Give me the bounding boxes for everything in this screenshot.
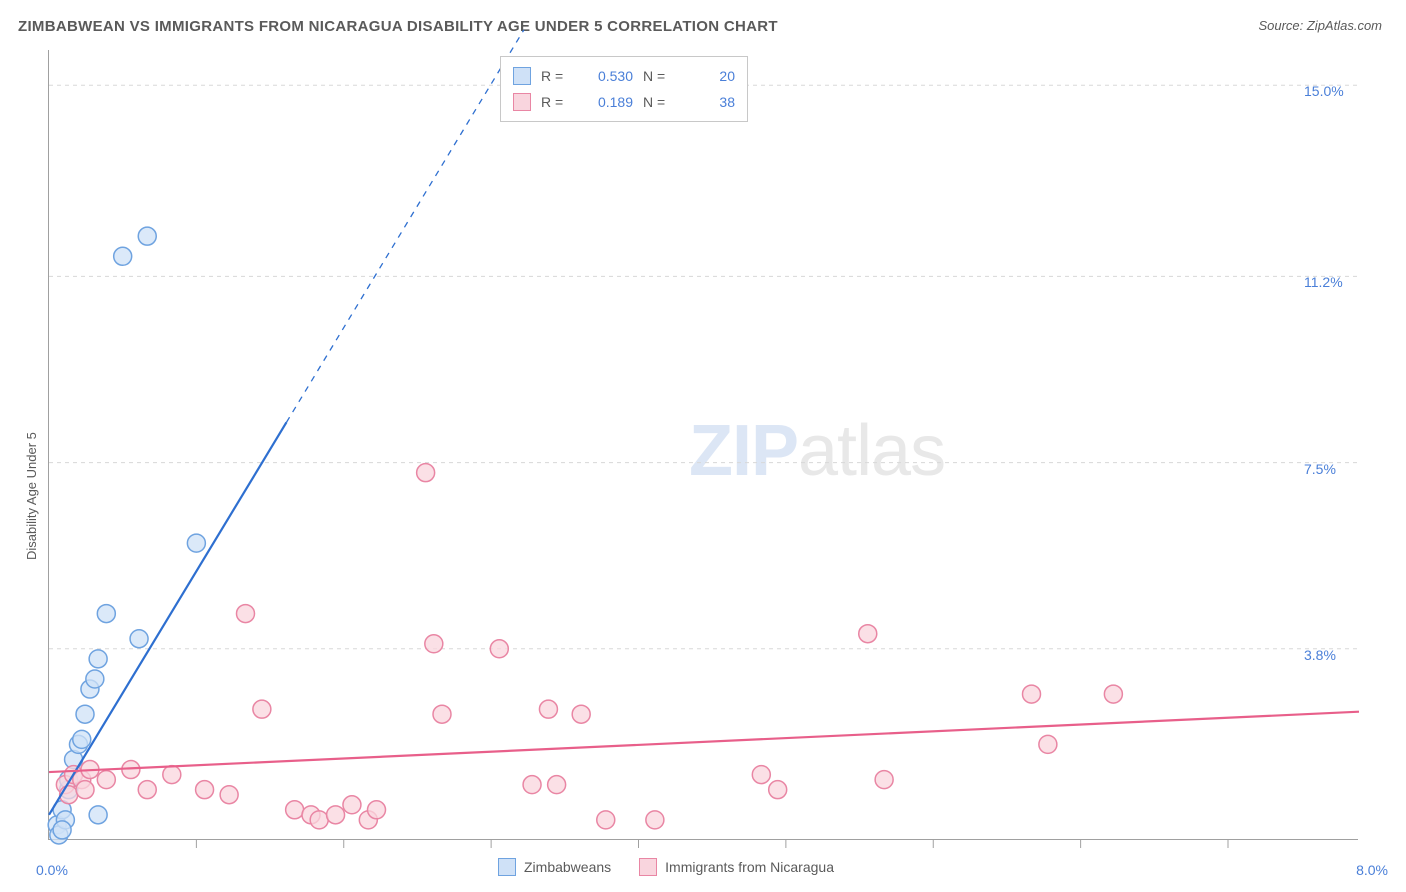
rn-row-zim: R = 0.530 N = 20 xyxy=(513,63,735,89)
r-label: R = xyxy=(541,68,571,84)
legend-label-nic: Immigrants from Nicaragua xyxy=(665,859,834,875)
legend-label-zim: Zimbabweans xyxy=(524,859,611,875)
swatch-nic-bottom xyxy=(639,858,657,876)
y-grid-label: 15.0% xyxy=(1304,83,1344,99)
y-grid-label: 11.2% xyxy=(1304,274,1343,290)
x-axis-min-label: 0.0% xyxy=(36,862,68,878)
correlation-legend: R = 0.530 N = 20 R = 0.189 N = 38 xyxy=(500,56,748,122)
legend-item-nic: Immigrants from Nicaragua xyxy=(639,858,834,876)
n-label: N = xyxy=(643,68,673,84)
plot-svg xyxy=(49,50,1358,839)
rn-row-nic: R = 0.189 N = 38 xyxy=(513,89,735,115)
swatch-zim xyxy=(513,67,531,85)
n-label: N = xyxy=(643,94,673,110)
r-label: R = xyxy=(541,94,571,110)
legend-item-zim: Zimbabweans xyxy=(498,858,611,876)
y-grid-label: 7.5% xyxy=(1304,461,1336,477)
n-value-zim: 20 xyxy=(683,68,735,84)
chart-title: ZIMBABWEAN VS IMMIGRANTS FROM NICARAGUA … xyxy=(18,18,778,35)
x-axis-max-label: 8.0% xyxy=(1356,862,1388,878)
plot-area: ZIPatlas xyxy=(48,50,1358,840)
n-value-nic: 38 xyxy=(683,94,735,110)
r-value-zim: 0.530 xyxy=(581,68,633,84)
r-value-nic: 0.189 xyxy=(581,94,633,110)
swatch-zim-bottom xyxy=(498,858,516,876)
y-grid-label: 3.8% xyxy=(1304,647,1336,663)
legend-bottom: Zimbabweans Immigrants from Nicaragua xyxy=(498,858,834,876)
source-label: Source: ZipAtlas.com xyxy=(1258,18,1382,33)
swatch-nic xyxy=(513,93,531,111)
y-axis-label: Disability Age Under 5 xyxy=(24,432,39,560)
